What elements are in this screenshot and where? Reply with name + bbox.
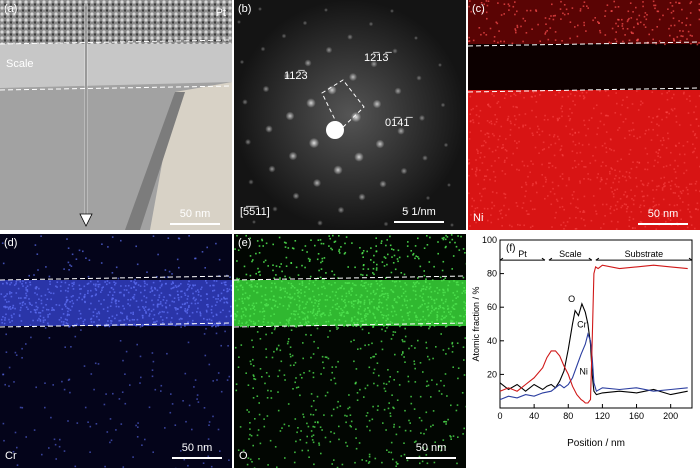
diffraction-pattern: [234, 0, 466, 230]
eds-map-o: [234, 234, 466, 468]
region-label: Substrate: [625, 249, 664, 259]
x-tick-label: 80: [563, 411, 573, 421]
panel-f-line-profile: Pt Scale Substrate 20 40 60 80 100 0 40 80 120 160…: [468, 234, 700, 468]
eds-map-cr: [0, 234, 232, 468]
panel-e-o-map: (e) O 50 nm: [234, 234, 466, 468]
scale-bar-label: 50 nm: [181, 442, 213, 454]
region-label: Pt: [518, 249, 527, 259]
scale-bar: [170, 223, 220, 225]
series-annotation: Cr: [577, 319, 587, 329]
panel-b-diffraction: (b) 112̅3 12̅13̅ 01̅41̅ [5̅5̅11] 5 1/nm: [234, 0, 466, 230]
scale-bar: [406, 457, 456, 459]
element-label: O: [239, 450, 248, 462]
series-line-cr: [499, 332, 688, 401]
spot-index-1: 112̅3: [284, 70, 308, 82]
plot-frame: [499, 239, 693, 409]
layer-label-scale: Scale: [6, 58, 34, 70]
scale-bar: [172, 457, 222, 459]
region-arrowhead: [595, 257, 600, 261]
series-annotation: O: [568, 294, 575, 304]
scale-bar-label: 50 nm: [415, 442, 447, 454]
panel-c-ni-map: (c) Ni 50 nm: [468, 0, 700, 230]
y-tick-label: 40: [487, 336, 497, 346]
y-tick-label: 100: [482, 235, 497, 245]
region-arrowhead: [499, 257, 504, 261]
panel-label: (c): [472, 3, 485, 15]
panel-label: (a): [4, 3, 18, 15]
scale-bar-label: 50 nm: [179, 208, 211, 220]
x-tick-label: 160: [629, 411, 644, 421]
y-tick-label: 80: [487, 269, 497, 279]
layer-label-pt: Pt: [215, 7, 226, 19]
panel-label: (b): [238, 3, 252, 15]
x-tick-label: 40: [529, 411, 539, 421]
panel-a-tem-image: (a) Pt Scale 50 nm: [0, 0, 232, 230]
region-arrowhead: [688, 257, 693, 261]
y-tick-label: 20: [487, 369, 497, 379]
region-arrowhead: [588, 257, 593, 261]
x-tick-label: 0: [497, 411, 502, 421]
panel-d-cr-map: (d) Cr 50 nm: [0, 234, 232, 468]
scale-bar-label: 5 1/nm: [402, 206, 436, 218]
zone-axis-label: [5̅5̅11]: [240, 206, 270, 218]
tem-micrograph: [0, 0, 232, 230]
series-line-ni: [499, 264, 688, 404]
x-tick-label: 200: [663, 411, 678, 421]
region-arrowhead: [548, 257, 553, 261]
line-profile-chart: Pt Scale Substrate 20 40 60 80 100 0 40 80 120 160…: [471, 235, 693, 449]
eds-map-ni: [468, 0, 700, 230]
y-tick-label: 60: [487, 302, 497, 312]
scale-bar: [638, 223, 688, 225]
x-tick-label: 120: [595, 411, 610, 421]
x-axis-label: Position / nm: [567, 438, 625, 449]
spot-index-3: 01̅41̅: [385, 117, 410, 129]
series-annotation: Ni: [579, 366, 588, 376]
series-line-o: [499, 302, 688, 396]
scale-bar: [394, 221, 444, 223]
panel-label: (f): [506, 243, 515, 254]
element-label: Ni: [473, 212, 484, 224]
region-arrowhead: [541, 257, 546, 261]
region-label: Scale: [559, 249, 582, 259]
scale-bar-label: 50 nm: [647, 208, 679, 220]
element-label: Cr: [5, 450, 17, 462]
y-axis-label: Atomic fraction / %: [471, 286, 481, 361]
panel-label: (d): [4, 237, 18, 249]
panel-label: (e): [238, 237, 252, 249]
spot-index-2: 12̅13̅: [364, 52, 389, 64]
